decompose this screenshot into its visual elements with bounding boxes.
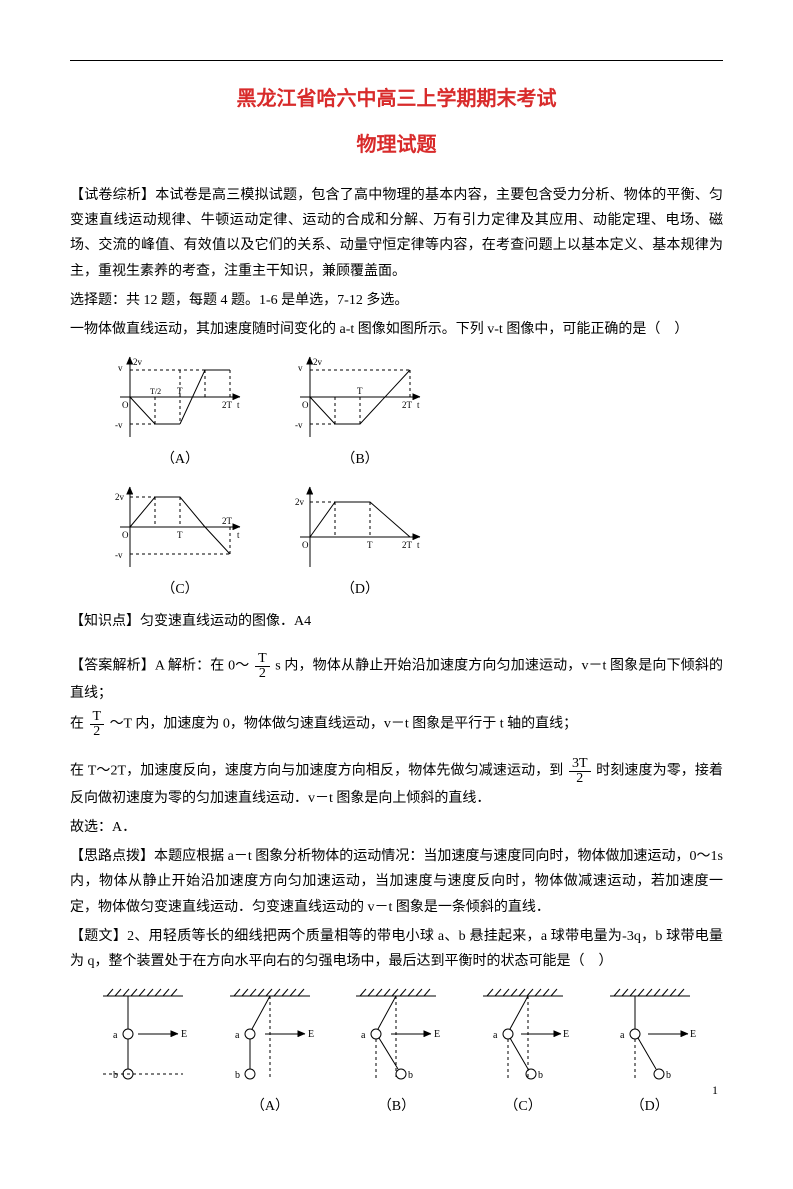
- frac-num: T: [255, 652, 270, 667]
- exam-subtitle: 物理试题: [70, 127, 723, 163]
- select-note: 选择题：共 12 题，每题 4 题。1-6 是单选，7-12 多选。: [70, 288, 723, 313]
- svg-text:2T: 2T: [402, 400, 413, 410]
- frac-num: 3T: [569, 757, 591, 772]
- answer-line-3: 在 T～2T，加速度反向，速度方向与加速度方向相反，物体先做匀减速运动，到 3T…: [70, 757, 723, 811]
- svg-text:T/2: T/2: [150, 387, 161, 396]
- graph-B-svg: v -v O T 2T t 2v: [290, 352, 430, 447]
- page-number: 1: [712, 1080, 718, 1102]
- svg-text:T: T: [177, 530, 183, 540]
- svg-text:t: t: [417, 400, 420, 410]
- svg-text:v: v: [118, 363, 123, 373]
- svg-text:2T: 2T: [402, 540, 413, 550]
- answer-line-4: 故选：A．: [70, 815, 723, 840]
- svg-text:b: b: [538, 1070, 543, 1081]
- pendulum-C: a b E （C）: [473, 984, 573, 1119]
- svg-text:O: O: [302, 400, 309, 410]
- pendulum-orig-svg: a b E: [93, 984, 193, 1094]
- svg-text:O: O: [302, 540, 309, 550]
- figure-A-label: （A）: [110, 447, 250, 472]
- svg-text:t: t: [417, 540, 420, 550]
- svg-text:a: a: [235, 1030, 240, 1041]
- svg-text:O: O: [122, 530, 129, 540]
- svg-text:O: O: [122, 400, 129, 410]
- svg-text:-v: -v: [295, 420, 303, 430]
- svg-text:b: b: [666, 1070, 671, 1081]
- pendulum-C-label: （C）: [473, 1094, 573, 1119]
- svg-text:2T: 2T: [222, 400, 233, 410]
- pendulum-C-svg: a b E: [473, 984, 573, 1094]
- intro-text: 【试卷综析】本试卷是高三模拟试题，包含了高中物理的基本内容，主要包含受力分析、物…: [70, 183, 723, 284]
- figure-C: 2v -v O T 2T t （C）: [110, 482, 250, 602]
- pendulum-D-label: （D）: [600, 1094, 700, 1119]
- svg-text:t: t: [237, 530, 240, 540]
- frac-num: T: [90, 710, 105, 725]
- ans2a: 在: [70, 717, 84, 732]
- figure-D-label: （D）: [290, 577, 430, 602]
- fraction-T-over-2-a: T 2: [255, 652, 270, 681]
- graph-A-svg: v -v O T/2 T 2T t 2v: [110, 352, 250, 447]
- figure-C-label: （C）: [110, 577, 250, 602]
- exam-title: 黑龙江省哈六中高三上学期期末考试: [70, 81, 723, 117]
- pendulum-orig: a b E: [93, 984, 193, 1119]
- svg-text:T: T: [177, 386, 183, 396]
- svg-text:T: T: [357, 386, 363, 396]
- svg-text:E: E: [434, 1029, 440, 1040]
- svg-text:2v: 2v: [115, 492, 125, 502]
- figure-row-2: 2v -v O T 2T t （C） 2v O T 2T: [110, 482, 723, 602]
- svg-text:E: E: [181, 1029, 187, 1040]
- svg-text:a: a: [493, 1030, 498, 1041]
- svg-text:E: E: [308, 1029, 314, 1040]
- pendulum-A-label: （A）: [220, 1094, 320, 1119]
- pendulum-B-svg: a b E: [346, 984, 446, 1094]
- frac-den: 2: [90, 725, 105, 739]
- svg-text:E: E: [690, 1029, 696, 1040]
- knowledge-point: 【知识点】匀变速直线运动的图像．A4: [70, 609, 723, 634]
- svg-text:a: a: [620, 1030, 625, 1041]
- pendulum-row: a b E a b E （A）: [90, 984, 703, 1119]
- pendulum-A-svg: a b E: [220, 984, 320, 1094]
- figure-D: 2v O T 2T t （D）: [290, 482, 430, 602]
- question-2: 【题文】2、用轻质等长的细线把两个质量相等的带电小球 a、b 悬挂起来，a 球带…: [70, 924, 723, 974]
- frac-den: 2: [569, 772, 591, 786]
- header-rule: [70, 60, 723, 61]
- svg-text:a: a: [361, 1030, 366, 1041]
- svg-text:T: T: [367, 540, 373, 550]
- svg-text:2v: 2v: [133, 357, 143, 367]
- ans1a: 【答案解析】A 解析：在 0～: [70, 658, 249, 673]
- svg-text:-v: -v: [115, 550, 123, 560]
- svg-text:b: b: [235, 1070, 240, 1081]
- figure-B: v -v O T 2T t 2v （B）: [290, 352, 430, 472]
- pendulum-D-svg: a b E: [600, 984, 700, 1094]
- pendulum-B-label: （B）: [346, 1094, 446, 1119]
- svg-text:-v: -v: [115, 420, 123, 430]
- fraction-3T-over-2: 3T 2: [569, 757, 591, 786]
- svg-text:v: v: [298, 363, 303, 373]
- ans2b: ～T 内，加速度为 0，物体做匀速直线运动，v－t 图象是平行于 t 轴的直线；: [110, 717, 578, 732]
- svg-text:b: b: [113, 1070, 118, 1081]
- graph-C-svg: 2v -v O T 2T t: [110, 482, 250, 577]
- svg-text:b: b: [408, 1070, 413, 1081]
- thinking: 【思路点拨】本题应根据 a－t 图象分析物体的运动情况：当加速度与速度同向时，物…: [70, 844, 723, 920]
- frac-den: 2: [255, 667, 270, 681]
- pendulum-D: a b E （D）: [600, 984, 700, 1119]
- answer-line-2: 在 T 2 ～T 内，加速度为 0，物体做匀速直线运动，v－t 图象是平行于 t…: [70, 710, 723, 739]
- ans3a: 在 T～2T，加速度反向，速度方向与加速度方向相反，物体先做匀减速运动，到: [70, 764, 563, 779]
- question-1: 一物体做直线运动，其加速度随时间变化的 a-t 图像如图所示。下列 v-t 图像…: [70, 317, 723, 342]
- fraction-T-over-2-b: T 2: [90, 710, 105, 739]
- answer-line-1: 【答案解析】A 解析：在 0～ T 2 s 内，物体从静止开始沿加速度方向匀加速…: [70, 652, 723, 706]
- svg-text:2v: 2v: [295, 497, 305, 507]
- figure-row-1: v -v O T/2 T 2T t 2v （A）: [110, 352, 723, 472]
- svg-text:2v: 2v: [313, 357, 323, 367]
- svg-text:t: t: [237, 400, 240, 410]
- pendulum-B: a b E （B）: [346, 984, 446, 1119]
- graph-D-svg: 2v O T 2T t: [290, 482, 430, 577]
- svg-text:E: E: [563, 1029, 569, 1040]
- figure-B-label: （B）: [290, 447, 430, 472]
- svg-text:a: a: [113, 1030, 118, 1041]
- pendulum-A: a b E （A）: [220, 984, 320, 1119]
- svg-text:2T: 2T: [222, 516, 233, 526]
- figure-A: v -v O T/2 T 2T t 2v （A）: [110, 352, 250, 472]
